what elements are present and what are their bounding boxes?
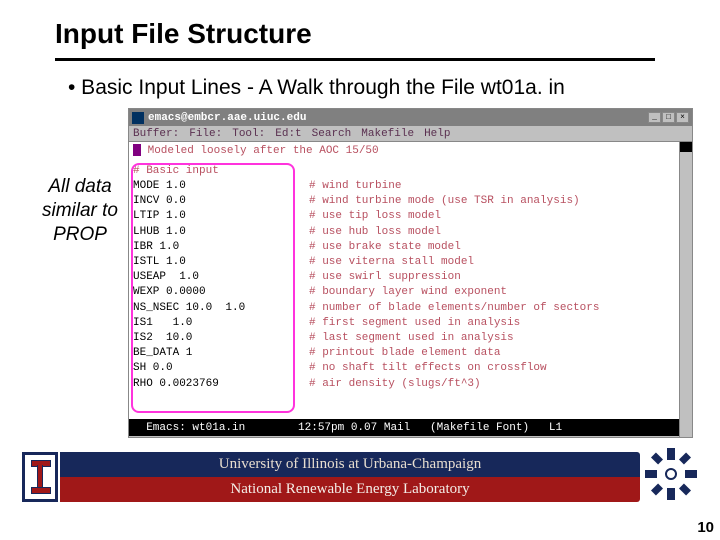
code-line: NS_NSEC 10.0 1.0# number of blade elemen… xyxy=(133,302,692,317)
code-statement: ISTL 1.0 xyxy=(133,256,309,271)
slide-title: Input File Structure xyxy=(55,18,312,50)
illinois-logo xyxy=(22,452,58,502)
code-line: USEAP 1.0# use swirl suppression xyxy=(133,271,692,286)
annotation-text: All data similar to PROP xyxy=(35,175,125,246)
bullet-text: • Basic Input Lines - A Walk through the… xyxy=(68,76,565,100)
code-statement: WEXP 0.0000 xyxy=(133,286,309,301)
code-line: Modeled loosely after the AOC 15/50 xyxy=(129,142,692,165)
window-title: emacs@embcr.aae.uiuc.edu xyxy=(148,112,647,124)
footer-nrel: National Renewable Energy Laboratory xyxy=(60,477,640,502)
menu-item[interactable]: Help xyxy=(424,128,450,140)
code-line: IBR 1.0# use brake state model xyxy=(133,241,692,256)
menu-item[interactable]: Search xyxy=(312,128,352,140)
block-header: # Basic input xyxy=(133,165,219,180)
code-statement: LHUB 1.0 xyxy=(133,226,309,241)
code-block: # Basic input MODE 1.0# wind turbineINCV… xyxy=(129,165,692,393)
close-button[interactable]: × xyxy=(676,112,689,123)
code-line: INCV 0.0# wind turbine mode (use TSR in … xyxy=(133,195,692,210)
code-comment: # first segment used in analysis xyxy=(309,317,520,332)
code-comment: # number of blade elements/number of sec… xyxy=(309,302,599,317)
scroll-thumb[interactable] xyxy=(680,142,692,152)
code-statement: IS1 1.0 xyxy=(133,317,309,332)
code-statement: BE_DATA 1 xyxy=(133,347,309,362)
code-statement: IBR 1.0 xyxy=(133,241,309,256)
menu-item[interactable]: Ed:t xyxy=(275,128,301,140)
code-comment: # no shaft tilt effects on crossflow xyxy=(309,362,547,377)
code-statement: INCV 0.0 xyxy=(133,195,309,210)
code-comment: # boundary layer wind exponent xyxy=(309,286,507,301)
code-line: IS2 10.0# last segment used in analysis xyxy=(133,332,692,347)
code-line: WEXP 0.0000# boundary layer wind exponen… xyxy=(133,286,692,301)
code-comment: # last segment used in analysis xyxy=(309,332,514,347)
code-comment: # printout blade element data xyxy=(309,347,500,362)
page-number: 10 xyxy=(697,519,714,536)
code-statement: MODE 1.0 xyxy=(133,180,309,195)
menu-item[interactable]: Buffer: xyxy=(133,128,179,140)
code-comment: # use brake state model xyxy=(309,241,461,256)
code-comment: # use viterna stall model xyxy=(309,256,474,271)
code-line: ISTL 1.0# use viterna stall model xyxy=(133,256,692,271)
menu-item[interactable]: File: xyxy=(189,128,222,140)
footer-band: University of Illinois at Urbana-Champai… xyxy=(60,452,640,502)
maximize-button[interactable]: □ xyxy=(662,112,675,123)
code-statement: USEAP 1.0 xyxy=(133,271,309,286)
nrel-logo-icon xyxy=(643,446,699,502)
footer-uiuc: University of Illinois at Urbana-Champai… xyxy=(60,452,640,477)
code-statement: RHO 0.0023769 xyxy=(133,378,309,393)
cursor xyxy=(133,144,141,156)
emacs-window: emacs@embcr.aae.uiuc.edu _ □ × Buffer: F… xyxy=(128,108,693,438)
code-comment: # use swirl suppression xyxy=(309,271,461,286)
window-titlebar: emacs@embcr.aae.uiuc.edu _ □ × xyxy=(129,109,692,126)
code-comment: # air density (slugs/ft^3) xyxy=(309,378,481,393)
status-bar: Emacs: wt01a.in 12:57pm 0.07 Mail (Makef… xyxy=(129,419,692,436)
code-comment: # use tip loss model xyxy=(309,210,441,225)
illinois-i-icon xyxy=(33,460,47,494)
code-line: MODE 1.0# wind turbine xyxy=(133,180,692,195)
app-icon xyxy=(132,112,144,124)
code-line: LTIP 1.0# use tip loss model xyxy=(133,210,692,225)
code-line: LHUB 1.0# use hub loss model xyxy=(133,226,692,241)
menu-item[interactable]: Makefile xyxy=(361,128,414,140)
code-statement: SH 0.0 xyxy=(133,362,309,377)
code-comment: # wind turbine mode (use TSR in analysis… xyxy=(309,195,580,210)
code-statement: NS_NSEC 10.0 1.0 xyxy=(133,302,309,317)
code-line: RHO 0.0023769# air density (slugs/ft^3) xyxy=(133,378,692,393)
code-comment: # wind turbine xyxy=(309,180,401,195)
code-line: SH 0.0# no shaft tilt effects on crossfl… xyxy=(133,362,692,377)
code-comment: Modeled loosely after the AOC 15/50 xyxy=(141,145,379,157)
scrollbar[interactable] xyxy=(679,142,692,437)
minimize-button[interactable]: _ xyxy=(648,112,661,123)
title-underline xyxy=(55,58,655,61)
code-line: BE_DATA 1# printout blade element data xyxy=(133,347,692,362)
code-statement: LTIP 1.0 xyxy=(133,210,309,225)
code-comment: # use hub loss model xyxy=(309,226,441,241)
code-statement: IS2 10.0 xyxy=(133,332,309,347)
editor-area[interactable]: Modeled loosely after the AOC 15/50 # Ba… xyxy=(129,142,692,419)
menu-bar: Buffer: File: Tool: Ed:t Search Makefile… xyxy=(129,126,692,142)
menu-item[interactable]: Tool: xyxy=(232,128,265,140)
code-line: IS1 1.0# first segment used in analysis xyxy=(133,317,692,332)
